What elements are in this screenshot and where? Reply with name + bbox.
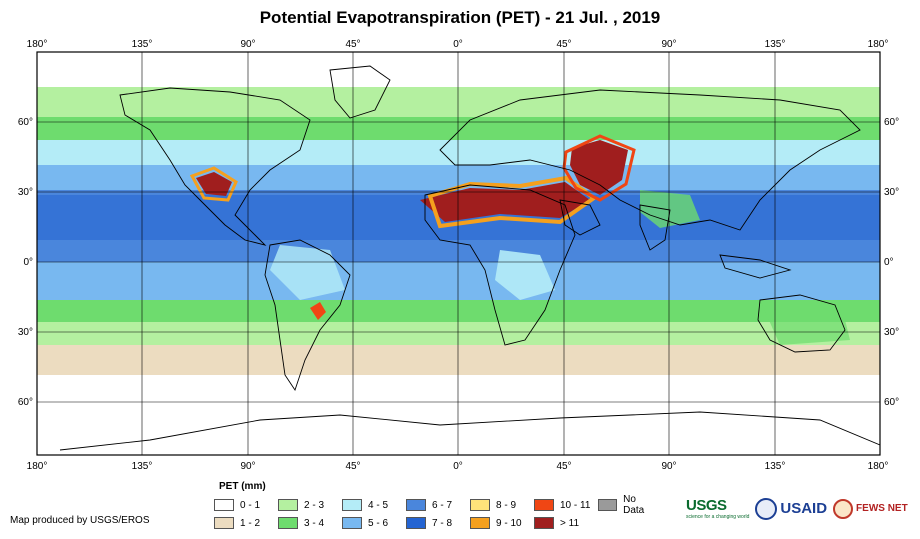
right-lat-labels: 60° 30° 0° 30° 60° <box>884 117 899 408</box>
fews-net-seal-icon <box>833 498 854 519</box>
lon-label-top: 180° <box>27 39 48 50</box>
lon-label-top: 135° <box>132 39 153 50</box>
usgs-tagline: science for a changing world <box>686 514 750 520</box>
legend-swatch <box>342 517 362 529</box>
legend-swatch <box>278 499 298 511</box>
legend-label: > 11 <box>560 517 579 529</box>
legend-label: No Data <box>623 494 645 516</box>
legend-label: 3 - 4 <box>304 517 325 529</box>
lat-label-left: 30° <box>18 187 33 198</box>
lat-label-right: 0° <box>884 257 894 268</box>
legend-item: 0 - 1 <box>214 498 278 512</box>
legend-swatch <box>598 499 618 511</box>
legend-swatch <box>406 499 426 511</box>
legend-item: 3 - 4 <box>278 516 342 530</box>
lat-label-right: 60° <box>884 397 899 408</box>
lon-label-top: 180° <box>868 39 889 50</box>
lat-label-left: 60° <box>18 117 33 128</box>
lon-label-top: 0° <box>453 39 463 50</box>
legend-swatch <box>406 517 426 529</box>
legend-item: 7 - 8 <box>406 516 470 530</box>
legend-label: 10 - 11 <box>560 499 591 511</box>
legend-swatch <box>342 499 362 511</box>
logo-strip: USGS science for a changing world USAID … <box>686 497 908 520</box>
legend-label: 5 - 6 <box>368 517 389 529</box>
fews-net-logo-text: FEWS NET <box>856 503 908 514</box>
lon-label-top: 45° <box>345 39 360 50</box>
usaid-logo: USAID <box>755 497 828 520</box>
map-raster <box>37 52 880 455</box>
credit-text: Map produced by USGS/EROS <box>10 515 150 526</box>
legend-item: No Data <box>598 494 658 516</box>
legend-item: 8 - 9 <box>470 498 534 512</box>
legend-item: > 11 <box>534 516 598 530</box>
legend-item: 2 - 3 <box>278 498 342 512</box>
legend-swatch <box>534 499 554 511</box>
legend-item: 10 - 11 <box>534 498 598 512</box>
legend-label: 4 - 5 <box>368 499 389 511</box>
lon-label-top: 90° <box>661 39 676 50</box>
legend-label: 6 - 7 <box>432 499 453 511</box>
legend-swatch <box>278 517 298 529</box>
graticule <box>37 52 880 455</box>
legend-swatch <box>534 517 554 529</box>
lon-label-bottom: 0° <box>453 461 463 472</box>
lon-label-bottom: 180° <box>27 461 48 472</box>
lat-label-left: 30° <box>18 327 33 338</box>
legend-swatch <box>214 517 234 529</box>
lon-label-top: 90° <box>240 39 255 50</box>
usgs-logo: USGS science for a changing world <box>686 497 749 520</box>
lon-label-bottom: 90° <box>661 461 676 472</box>
legend-swatch <box>214 499 234 511</box>
lon-label-bottom: 90° <box>240 461 255 472</box>
legend-label: 8 - 9 <box>496 499 517 511</box>
legend-title: PET (mm) <box>219 481 266 492</box>
lat-label-left: 0° <box>23 257 33 268</box>
legend-label: 1 - 2 <box>240 517 261 529</box>
legend: 0 - 1 1 - 2 2 - 3 3 - 4 4 - 5 5 - 6 6 - … <box>214 494 658 530</box>
lon-label-bottom: 45° <box>345 461 360 472</box>
lon-label-top: 135° <box>765 39 786 50</box>
usgs-logo-text: USGS <box>686 497 727 514</box>
usaid-seal-icon <box>755 497 778 520</box>
legend-item: 1 - 2 <box>214 516 278 530</box>
lon-label-bottom: 180° <box>868 461 889 472</box>
lon-label-bottom: 45° <box>556 461 571 472</box>
map-border <box>36 51 881 456</box>
usaid-logo-text: USAID <box>780 500 828 517</box>
lon-label-bottom: 135° <box>765 461 786 472</box>
left-lat-labels: 60° 30° 0° 30° 60° <box>18 117 33 408</box>
lat-label-right: 60° <box>884 117 899 128</box>
legend-label: 7 - 8 <box>432 517 453 529</box>
legend-item: 6 - 7 <box>406 498 470 512</box>
top-lon-labels: 180° 135° 90° 45° 0° 45° 90° 135° 180° <box>27 39 889 50</box>
map-title: Potential Evapotranspiration (PET) - 21 … <box>259 8 661 27</box>
lat-label-right: 30° <box>884 187 899 198</box>
legend-item: 5 - 6 <box>342 516 406 530</box>
lat-label-left: 60° <box>18 397 33 408</box>
legend-swatch <box>470 499 490 511</box>
bottom-lon-labels: 180° 135° 90° 45° 0° 45° 90° 135° 180° <box>27 461 889 472</box>
legend-swatch <box>470 517 490 529</box>
lat-label-right: 30° <box>884 327 899 338</box>
legend-label: 9 - 10 <box>496 517 522 529</box>
legend-label: 2 - 3 <box>304 499 325 511</box>
legend-item: 4 - 5 <box>342 498 406 512</box>
lon-label-top: 45° <box>556 39 571 50</box>
legend-item: 9 - 10 <box>470 516 534 530</box>
legend-label: 0 - 1 <box>240 499 261 511</box>
coastlines <box>59 65 880 451</box>
fews-net-logo: FEWS NET <box>833 498 908 519</box>
lon-label-bottom: 135° <box>132 461 153 472</box>
